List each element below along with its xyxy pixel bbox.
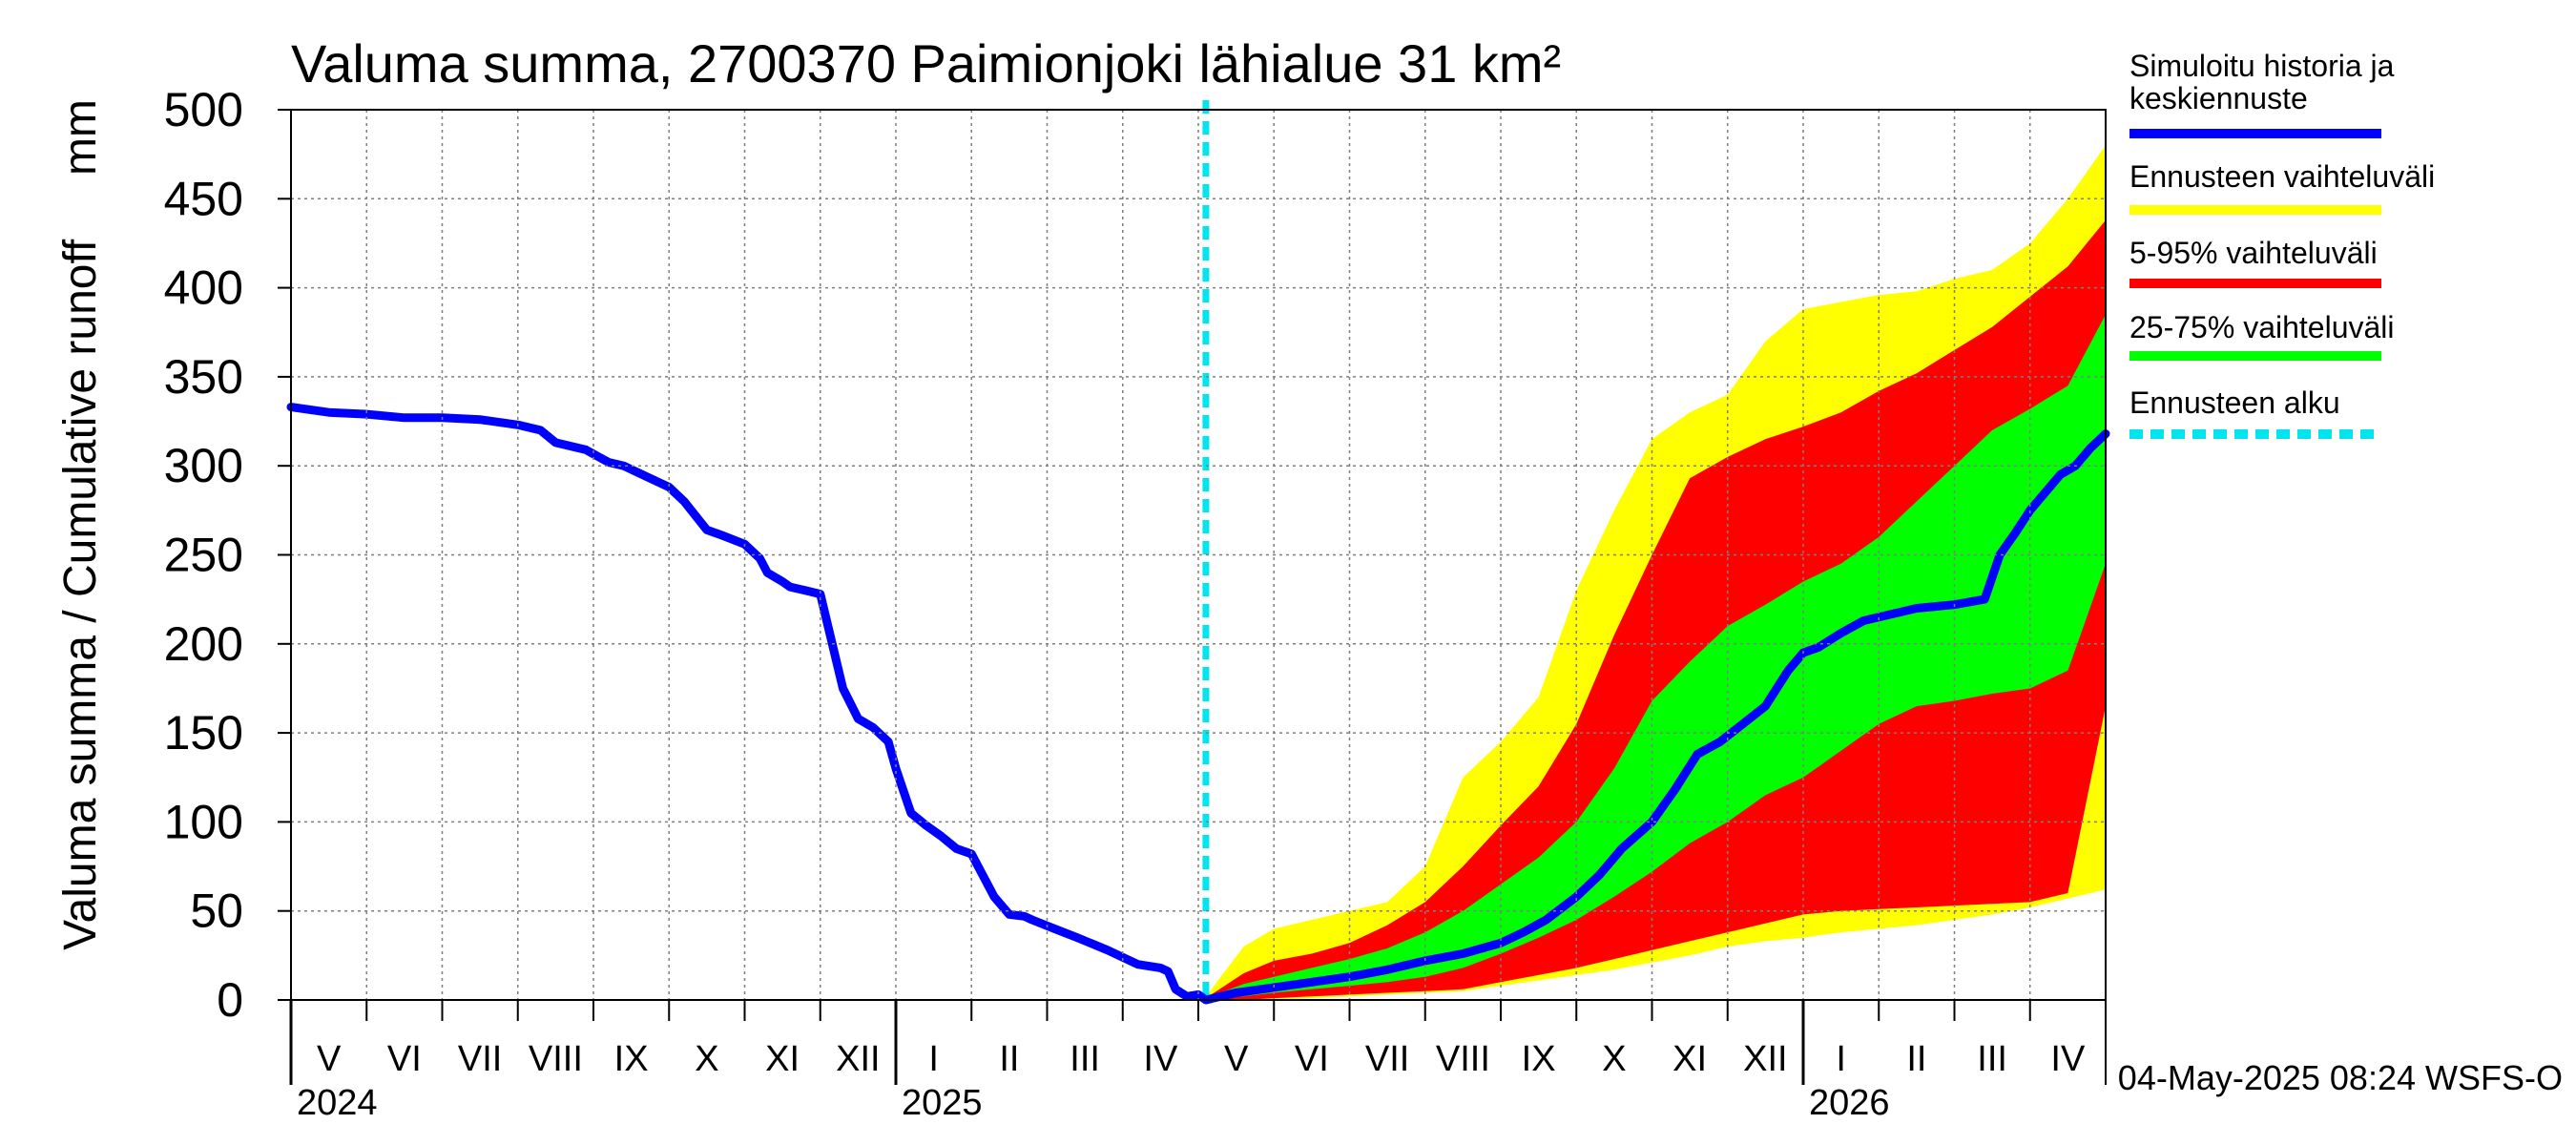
month-label: X	[1602, 1039, 1626, 1079]
month-label: IX	[614, 1039, 649, 1079]
axes: 0 50 100 150 200 250 300 350 400 450 500 2024 2025 20…	[164, 83, 2107, 1123]
chart-title: Valuma summa, 2700370 Paimionjoki lähial…	[291, 33, 1561, 94]
month-label: XII	[1743, 1039, 1787, 1079]
y-tick-label: 300	[164, 439, 243, 492]
month-label: IV	[1143, 1039, 1178, 1079]
timestamp: 04-May-2025 08:24 WSFS-O	[2118, 1058, 2563, 1097]
y-tick-label: 250	[164, 529, 243, 582]
legend-label: 25-75% vaihteluväli	[2129, 310, 2395, 344]
month-label: XII	[836, 1039, 880, 1079]
y-tick-label: 150	[164, 706, 243, 760]
month-label: X	[695, 1039, 718, 1079]
y-tick-label: 450	[164, 172, 243, 225]
month-label: I	[1836, 1039, 1846, 1079]
y-axis-label: Valuma summa / Cumulative runoff mm	[55, 99, 106, 950]
legend-label: Ennusteen alku	[2129, 385, 2340, 420]
plot-area	[286, 100, 2110, 1005]
band-25-75-range	[1205, 314, 2106, 1001]
month-label: VII	[458, 1039, 502, 1079]
month-label: IV	[2050, 1039, 2086, 1079]
legend-item: 5-95% vaihteluväli	[2129, 236, 2381, 288]
legend-label: 5-95% vaihteluväli	[2129, 236, 2378, 270]
history-median-line	[286, 403, 2110, 1005]
legend-item: 25-75% vaihteluväli	[2129, 310, 2395, 361]
month-label: VII	[1365, 1039, 1409, 1079]
y-tick-label: 0	[217, 973, 243, 1027]
year-label: 2026	[1809, 1083, 1890, 1123]
year-label: 2024	[297, 1083, 378, 1123]
month-label: II	[999, 1039, 1019, 1079]
month-label: III	[1070, 1039, 1100, 1079]
legend-label-line1: Simuloitu historia ja	[2129, 49, 2395, 83]
month-label: II	[1906, 1039, 1926, 1079]
month-label: VIII	[529, 1039, 583, 1079]
band-5-95-range	[1205, 219, 2106, 1000]
month-label: IX	[1522, 1039, 1556, 1079]
y-tick-label: 50	[190, 885, 243, 938]
legend-item: Ennusteen vaihteluväli	[2129, 159, 2435, 215]
y-tick-label: 400	[164, 261, 243, 315]
month-label: VIII	[1436, 1039, 1490, 1079]
y-tick-label: 200	[164, 617, 243, 671]
month-label: V	[1224, 1039, 1249, 1079]
month-label: XI	[765, 1039, 800, 1079]
year-label: 2025	[902, 1083, 983, 1123]
legend-item: Ennusteen alku	[2129, 385, 2381, 439]
y-tick-label: 350	[164, 350, 243, 404]
month-label: III	[1977, 1039, 2007, 1079]
legend-label: Ennusteen vaihteluväli	[2129, 159, 2435, 194]
month-label: VI	[1295, 1039, 1329, 1079]
month-label: XI	[1672, 1039, 1707, 1079]
month-label: VI	[387, 1039, 422, 1079]
y-tick-label: 100	[164, 795, 243, 848]
legend-label-line2: keskiennuste	[2129, 81, 2308, 115]
month-label: I	[928, 1039, 939, 1079]
month-label: V	[317, 1039, 342, 1079]
y-tick-label: 500	[164, 83, 243, 136]
